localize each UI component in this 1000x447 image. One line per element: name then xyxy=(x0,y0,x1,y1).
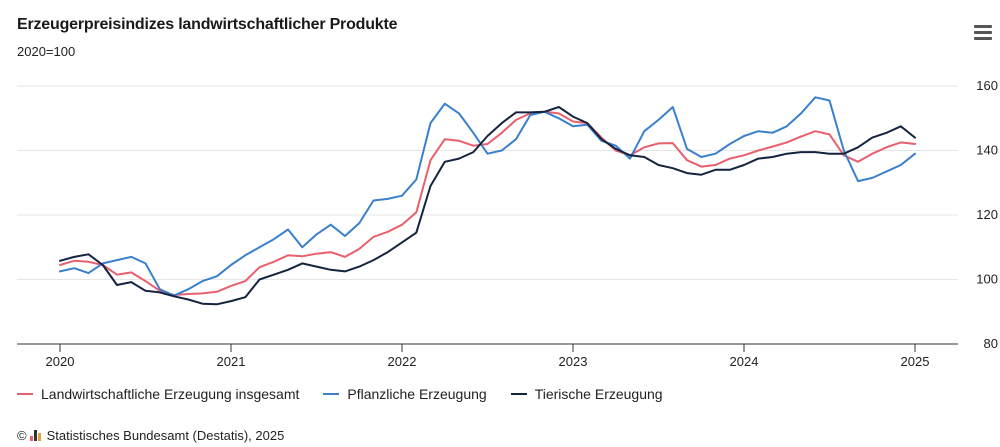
x-tick-label-2020: 2020 xyxy=(46,354,75,369)
series-lines xyxy=(59,96,916,306)
legend-item-insgesamt[interactable]: Landwirtschaftliche Erzeugung insgesamt xyxy=(17,386,299,402)
y-axis-labels: 80 100 120 140 160 xyxy=(976,78,998,351)
legend-label-insgesamt: Landwirtschaftliche Erzeugung insgesamt xyxy=(41,386,300,402)
hamburger-menu-icon[interactable] xyxy=(974,25,992,41)
x-axis xyxy=(17,343,958,352)
series-line-1[interactable] xyxy=(59,110,916,296)
source-text[interactable]: Statistisches Bundesamt (Destatis), 2025 xyxy=(46,428,285,443)
legend-swatch-tierisch xyxy=(510,393,527,395)
legend-item-tierisch[interactable]: Tierische Erzeugung xyxy=(510,386,663,402)
y-tick-label-100: 100 xyxy=(976,272,998,287)
legend-swatch-pflanzlich xyxy=(323,393,340,395)
y-tick-label-140: 140 xyxy=(976,143,998,158)
y-tick-label-80: 80 xyxy=(984,336,998,351)
series-line-2[interactable] xyxy=(59,96,916,297)
chart-subtitle: 2020=100 xyxy=(17,44,76,59)
x-tick-label-2023: 2023 xyxy=(559,354,588,369)
line-chart: 80 100 120 140 160 2020 2021 2022 2023 2024 2025 xyxy=(17,78,998,369)
gridlines xyxy=(17,85,958,280)
legend: Landwirtschaftliche Erzeugung insgesamt … xyxy=(17,386,687,402)
x-axis-labels: 2020 2021 2022 2023 2024 2025 xyxy=(46,354,930,369)
x-tick-label-2025: 2025 xyxy=(901,354,930,369)
y-tick-label-160: 160 xyxy=(976,78,998,93)
copyright-symbol: © xyxy=(17,428,27,443)
series-line-3[interactable] xyxy=(59,106,916,306)
x-tick-label-2021: 2021 xyxy=(217,354,246,369)
x-tick-label-2022: 2022 xyxy=(388,354,417,369)
destatis-logo-icon xyxy=(29,430,42,441)
legend-swatch-insgesamt xyxy=(17,393,33,395)
x-tick-label-2024: 2024 xyxy=(730,354,759,369)
y-tick-label-120: 120 xyxy=(976,207,998,222)
legend-item-pflanzlich[interactable]: Pflanzliche Erzeugung xyxy=(323,386,487,402)
legend-label-pflanzlich: Pflanzliche Erzeugung xyxy=(347,386,487,402)
legend-label-tierisch: Tierische Erzeugung xyxy=(534,386,663,402)
source-note: © Statistisches Bundesamt (Destatis), 20… xyxy=(17,428,284,443)
chart-title: Erzeugerpreisindizes landwirtschaftliche… xyxy=(17,16,398,33)
